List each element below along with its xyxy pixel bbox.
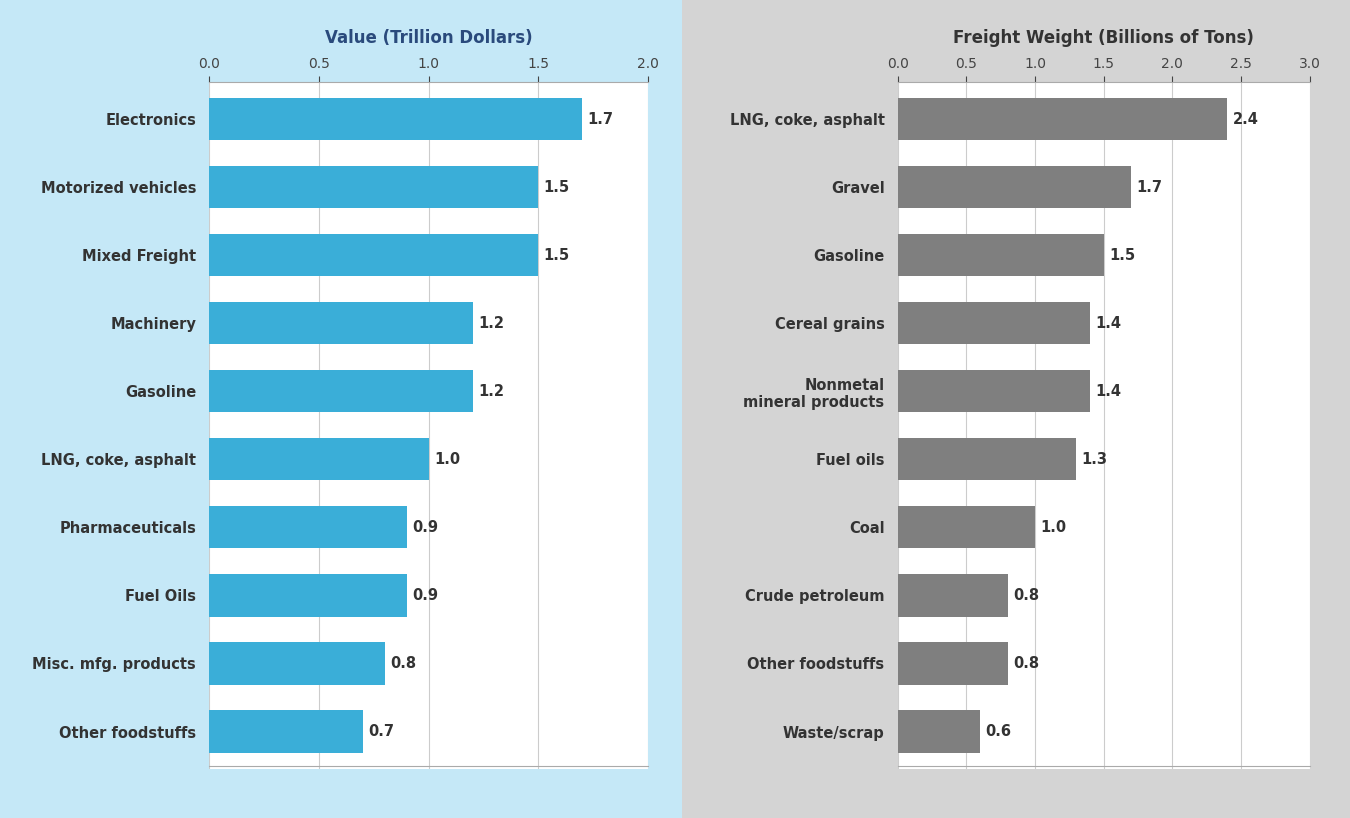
Text: 0.6: 0.6: [986, 724, 1011, 739]
X-axis label: Value (Trillion Dollars): Value (Trillion Dollars): [325, 29, 532, 47]
Bar: [209, 642, 385, 685]
Bar: [209, 371, 472, 412]
Text: 1.5: 1.5: [1110, 248, 1135, 263]
X-axis label: Freight Weight (Billions of Tons): Freight Weight (Billions of Tons): [953, 29, 1254, 47]
Bar: [898, 438, 1076, 480]
Bar: [209, 302, 472, 344]
Text: 1.7: 1.7: [1137, 180, 1162, 195]
Text: 0.8: 0.8: [1012, 656, 1040, 671]
Bar: [209, 98, 582, 141]
Bar: [898, 166, 1131, 209]
Text: 0.8: 0.8: [1012, 588, 1040, 603]
Bar: [209, 438, 429, 480]
Text: 1.0: 1.0: [1041, 520, 1067, 535]
Bar: [898, 710, 980, 753]
Text: 0.7: 0.7: [369, 724, 394, 739]
Bar: [898, 371, 1089, 412]
Text: 0.9: 0.9: [412, 588, 439, 603]
Text: 1.7: 1.7: [587, 112, 614, 127]
Bar: [898, 574, 1007, 617]
Text: 0.8: 0.8: [390, 656, 416, 671]
Text: 1.5: 1.5: [544, 248, 570, 263]
Text: 0.9: 0.9: [412, 520, 439, 535]
Text: 1.4: 1.4: [1095, 316, 1122, 330]
Bar: [898, 302, 1089, 344]
Bar: [209, 506, 406, 549]
Text: 1.2: 1.2: [478, 384, 504, 399]
Text: 2.4: 2.4: [1233, 112, 1258, 127]
Bar: [898, 98, 1227, 141]
Bar: [209, 710, 363, 753]
Bar: [898, 234, 1104, 276]
Text: 1.4: 1.4: [1095, 384, 1122, 399]
Bar: [209, 166, 539, 209]
Text: 1.5: 1.5: [544, 180, 570, 195]
Text: 1.2: 1.2: [478, 316, 504, 330]
Bar: [209, 234, 539, 276]
Bar: [898, 642, 1007, 685]
Text: 1.3: 1.3: [1081, 452, 1107, 467]
Bar: [898, 506, 1035, 549]
Text: 1.0: 1.0: [435, 452, 460, 467]
Bar: [209, 574, 406, 617]
